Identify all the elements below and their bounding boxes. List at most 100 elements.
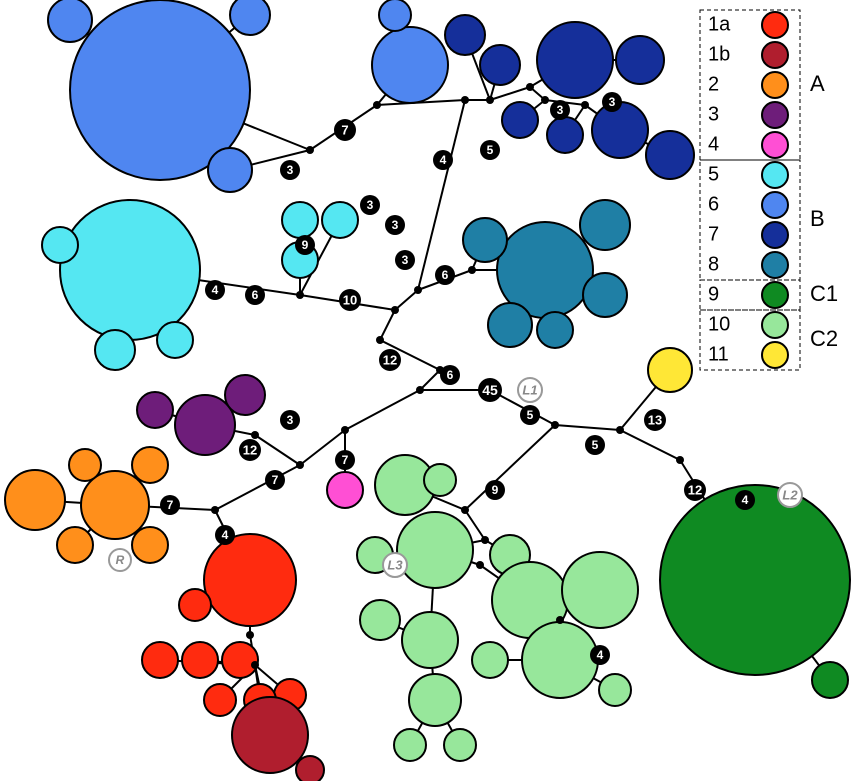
haplotype-node (445, 15, 485, 55)
mutation-count: 5 (592, 438, 599, 452)
edge (420, 370, 440, 390)
branch-point (581, 101, 589, 109)
legend-group-label: C2 (810, 326, 838, 351)
haplotype-node (69, 449, 101, 481)
edge (620, 430, 680, 460)
legend-item-label: 1b (708, 43, 730, 65)
haplotype-node (583, 273, 627, 317)
legend-item-label: 11 (708, 343, 729, 365)
branch-point (468, 266, 476, 274)
branch-point (541, 96, 549, 104)
haplotype-node (379, 0, 411, 31)
branch-point (481, 536, 489, 544)
branch-point (476, 561, 484, 569)
haplotype-node (204, 534, 296, 626)
mutation-count: 4 (742, 493, 749, 507)
edge (555, 425, 620, 430)
edge (395, 290, 418, 310)
mutation-count: 7 (341, 123, 348, 138)
haplotype-node (488, 303, 532, 347)
legend-item-label: 6 (708, 193, 719, 215)
edge (490, 87, 530, 100)
mutation-count: 4 (222, 528, 229, 542)
mutation-count: 4 (597, 648, 604, 662)
legend-item-label: 7 (708, 223, 719, 245)
branch-point (461, 506, 469, 514)
haplotype-node (81, 471, 149, 539)
edge (418, 100, 465, 290)
haplotype-node (327, 472, 363, 508)
haplotype-node (592, 102, 648, 158)
mutation-count: 3 (287, 163, 294, 177)
haplotype-node (812, 662, 848, 698)
haplotype-node (204, 684, 236, 716)
branch-point (296, 291, 304, 299)
haplotype-node (157, 322, 193, 358)
haplotype-node (599, 674, 631, 706)
haplotype-node (232, 697, 308, 773)
haplotype-node (648, 348, 692, 392)
mutation-count: 12 (688, 483, 702, 498)
haplotype-node (175, 395, 235, 455)
mutation-count: 3 (557, 103, 564, 117)
haplotype-node (95, 330, 135, 370)
edge (465, 425, 555, 510)
edge (380, 310, 395, 340)
branch-point (251, 431, 259, 439)
edge (215, 465, 300, 510)
haplotype-node (547, 117, 583, 153)
legend-swatch (762, 132, 788, 158)
mutation-count: 3 (367, 198, 374, 212)
haplotype-node (522, 622, 598, 698)
legend-group-label: C1 (810, 281, 838, 306)
haplotype-node (137, 392, 173, 428)
annotation-label: L1 (522, 383, 537, 398)
legend-swatch (762, 162, 788, 188)
branch-point (376, 336, 384, 344)
legend-swatch (762, 12, 788, 38)
legend-item-label: 3 (708, 103, 719, 125)
legend-swatch (762, 42, 788, 68)
mutation-count: 3 (392, 218, 399, 232)
legend-group-label: A (810, 71, 825, 96)
annotation-label: L2 (782, 488, 798, 503)
legend-item-label: 9 (708, 283, 719, 305)
haplotype-node (616, 36, 664, 84)
branch-point (556, 616, 564, 624)
branch-point (676, 456, 684, 464)
branch-point (341, 426, 349, 434)
legend-swatch (762, 222, 788, 248)
mutation-count: 6 (442, 268, 449, 282)
haplotype-node (537, 312, 573, 348)
mutation-count: 9 (302, 238, 309, 252)
haplotype-node (142, 642, 178, 678)
mutation-count: 3 (609, 95, 616, 109)
haplotype-node (60, 200, 200, 340)
haplotype-node (372, 27, 448, 103)
mutation-count: 45 (482, 382, 498, 398)
haplotype-node (472, 642, 508, 678)
haplotype-node (646, 131, 694, 179)
branch-point (306, 146, 314, 154)
branch-point (246, 631, 254, 639)
haplotype-node (230, 0, 270, 35)
annotation-label: R (116, 553, 125, 567)
haplotype-node (48, 0, 92, 42)
mutation-count: 5 (527, 408, 534, 422)
mutation-count: 12 (243, 443, 257, 458)
haplotype-node (537, 22, 613, 98)
legend-item-label: 2 (708, 73, 719, 95)
haplotype-node (660, 485, 850, 675)
branch-point (391, 306, 399, 314)
mutation-count: 6 (252, 288, 259, 302)
haplotype-node (42, 227, 78, 263)
legend-swatch (762, 72, 788, 98)
branch-point (296, 461, 304, 469)
legend-swatch (762, 342, 788, 368)
mutation-count: 4 (440, 153, 447, 167)
haplotype-node (562, 552, 638, 628)
branch-point (526, 83, 534, 91)
mutation-count: 10 (343, 293, 357, 308)
mutation-count: 6 (447, 368, 454, 382)
haplotype-node (444, 729, 476, 761)
